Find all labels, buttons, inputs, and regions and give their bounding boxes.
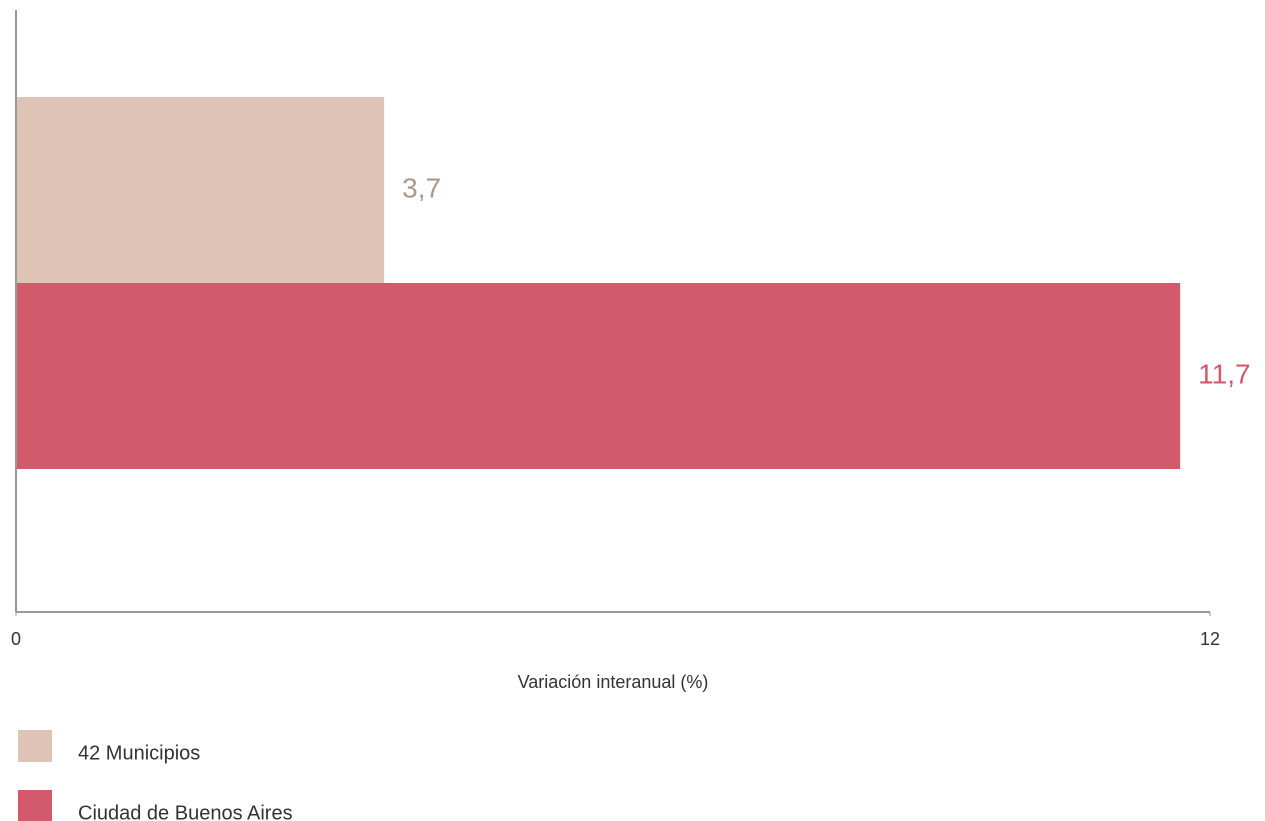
legend-label: 42 Municipios: [78, 742, 200, 764]
legend-swatch: [18, 790, 52, 821]
x-tick-label: 0: [11, 629, 21, 649]
bar: [16, 97, 385, 283]
legend-swatch: [18, 730, 52, 762]
x-axis-label: Variación interanual (%): [518, 672, 709, 692]
x-tick-label: 12: [1200, 629, 1220, 649]
legend-label: Ciudad de Buenos Aires: [78, 802, 293, 821]
bar: [16, 283, 1181, 469]
value-label: 3,7: [402, 172, 441, 203]
value-label: 11,7: [1198, 358, 1250, 389]
